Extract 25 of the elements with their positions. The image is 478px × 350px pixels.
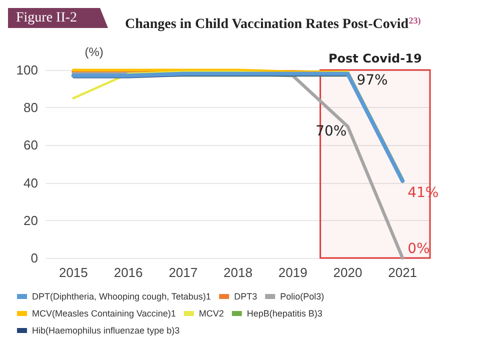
x-tick-label: 2020 [333,265,362,280]
y-tick-label: 100 [16,62,38,78]
legend-label: DPT3 [234,292,258,302]
annotation: 0% [408,241,430,257]
y-tick-label: 0 [30,250,38,266]
legend-label: MCV(Measles Containing Vaccine)1 [32,308,176,318]
legend-label: Polio(Pol3) [280,292,324,302]
y-tick-label: 80 [24,100,38,116]
y-tick-label: 60 [24,138,38,153]
legend-label: HepB(hepatitis B)3 [246,308,322,318]
x-tick-label: 2018 [224,265,252,280]
y-tick-label: 40 [24,175,38,190]
x-tick-label: 2021 [388,265,418,280]
y-axis-title: (%) [84,45,104,59]
y-tick-label: 20 [24,212,38,228]
x-tick-label: 2016 [114,265,143,280]
text: Figure II-2 [16,10,78,26]
annotation: 97% [356,72,388,89]
legend-label: DPT(Diphtheria, Whooping cough, Tetabus)1 [32,292,211,302]
x-tick-label: 2019 [278,265,308,280]
x-tick-label: 2015 [58,265,88,280]
legend-label: MCV2 [198,308,224,318]
x-tick-label: 2017 [168,265,198,280]
legend-label: Hib(Haemophilus influenzae type b)3 [32,326,180,336]
band-label: Post Covid-19 [328,51,422,66]
